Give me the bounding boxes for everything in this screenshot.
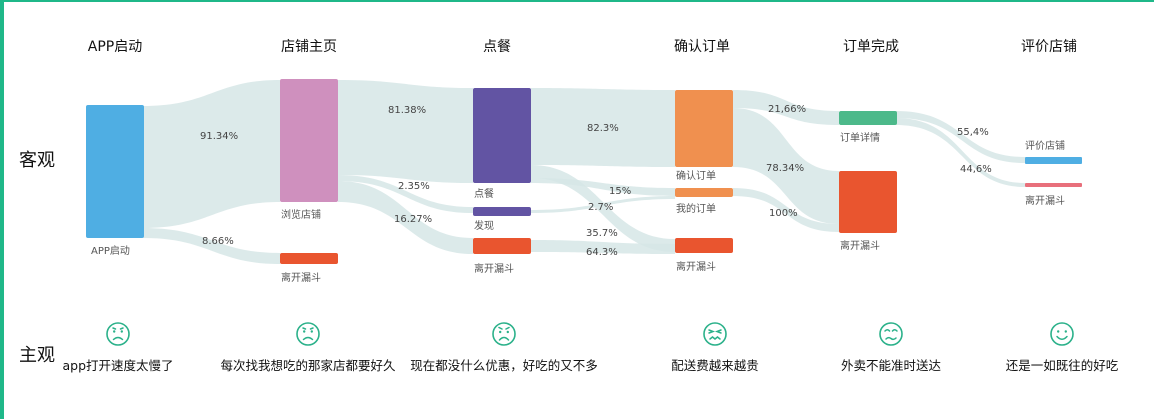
sad-face-icon — [492, 322, 516, 346]
flow-label: 78.34% — [766, 163, 804, 174]
node-label-leave-1: 离开漏斗 — [281, 271, 321, 284]
stage-title: 点餐 — [483, 39, 511, 55]
node-my-orders — [675, 188, 733, 197]
flow-label: 82.3% — [587, 123, 619, 134]
flow-app-to-leave — [143, 228, 280, 264]
flow-detail-to-leave — [896, 118, 1025, 187]
node-label-order-detail: 订单详情 — [840, 131, 880, 144]
flow-order-to-confirm — [531, 88, 675, 167]
flow-label: 8.66% — [202, 236, 234, 247]
flow-confirm-to-detail — [733, 90, 839, 125]
node-order-food — [473, 88, 531, 183]
flow-leave2-to-leave3 — [531, 240, 675, 254]
flow-label: 64.3% — [586, 247, 618, 258]
stage-title: 店铺主页 — [281, 39, 337, 55]
flow-confirm-to-leave — [733, 108, 839, 224]
node-label-leave-2: 离开漏斗 — [474, 262, 514, 275]
feedback-quote: 外卖不能准时送达 — [841, 358, 942, 373]
node-label-store-home: 浏览店铺 — [281, 208, 321, 221]
node-label-rate-store: 评价店铺 — [1025, 139, 1065, 152]
node-label-leave-3: 离开漏斗 — [676, 260, 716, 273]
flow-order-to-myorders — [531, 178, 675, 196]
row-label-subjective: 主观 — [19, 345, 55, 366]
flow-label: 44,6% — [960, 164, 992, 175]
node-label-order-food: 点餐 — [474, 187, 494, 200]
node-leave-5 — [1025, 183, 1082, 187]
node-leave-1 — [280, 253, 338, 264]
flows — [143, 80, 1025, 264]
node-leave-4 — [839, 171, 897, 233]
nodes — [86, 79, 1082, 264]
flow-myorders-to-leave — [733, 188, 839, 232]
node-label-discover: 发现 — [474, 219, 494, 232]
flow-label: 16.27% — [394, 214, 432, 225]
node-label-leave-4: 离开漏斗 — [840, 239, 880, 252]
node-label-my-orders: 我的订单 — [676, 202, 716, 215]
sad-face-icon — [296, 322, 320, 346]
flow-store-to-leave — [338, 181, 473, 254]
feedback-quote: 还是一如既往的好吃 — [1006, 358, 1119, 373]
node-label-app-start: APP启动 — [91, 244, 130, 257]
stage-title: 订单完成 — [843, 39, 899, 55]
flow-label: 2.35% — [398, 181, 430, 192]
stage-title: 确认订单 — [674, 39, 730, 55]
flow-app-to-store — [143, 80, 280, 228]
tired-face-icon — [703, 322, 727, 346]
worried-face-icon — [879, 322, 903, 346]
stage-titles: APP启动 店铺主页 点餐 确认订单 订单完成 评价店铺 — [88, 39, 1077, 55]
feedback-quote: app打开速度太慢了 — [62, 358, 173, 373]
node-leave-2 — [473, 238, 531, 254]
node-discover — [473, 207, 531, 216]
flow-order-to-leave — [531, 165, 675, 252]
flow-detail-to-rate — [896, 111, 1025, 163]
feedback-quote: 每次找我想吃的那家店都要好久 — [220, 358, 396, 373]
flow-label: 91.34% — [200, 131, 238, 142]
node-leave-3 — [675, 238, 733, 253]
node-confirm-order — [675, 90, 733, 167]
node-labels: APP启动 浏览店铺 离开漏斗 点餐 发现 离开漏斗 确认订单 我的订单 离开漏… — [91, 131, 1065, 284]
node-order-detail — [839, 111, 897, 125]
stage-title: 评价店铺 — [1021, 39, 1077, 55]
feedback-faces — [106, 322, 1074, 346]
flow-label: 100% — [769, 208, 798, 219]
flow-label: 81.38% — [388, 105, 426, 116]
node-store-home — [280, 79, 338, 202]
flow-discover-to-myorders — [531, 196, 675, 213]
stage-title: APP启动 — [88, 39, 142, 55]
flow-label: 15% — [609, 186, 631, 197]
row-label-objective: 客观 — [19, 150, 55, 171]
happy-face-icon — [1050, 322, 1074, 346]
flow-store-to-discover — [338, 175, 473, 213]
node-label-confirm-order: 确认订单 — [676, 169, 716, 182]
node-rate-store — [1025, 157, 1082, 164]
node-app-start — [86, 105, 144, 238]
feedback-quotes: app打开速度太慢了 每次找我想吃的那家店都要好久 现在都没什么优惠，好吃的又不… — [62, 358, 1118, 373]
node-label-leave-5: 离开漏斗 — [1025, 194, 1065, 207]
flow-label: 55,4% — [957, 127, 989, 138]
flow-store-to-order — [338, 80, 473, 183]
feedback-quote: 现在都没什么优惠，好吃的又不多 — [410, 358, 598, 373]
flow-label: 21,66% — [768, 104, 806, 115]
feedback-quote: 配送费越来越贵 — [671, 358, 759, 373]
sad-face-icon — [106, 322, 130, 346]
flow-label: 2.7% — [588, 202, 613, 213]
flow-labels: 91.34% 8.66% 81.38% 2.35% 16.27% 82.3% 1… — [200, 104, 992, 258]
flow-label: 35.7% — [586, 228, 618, 239]
